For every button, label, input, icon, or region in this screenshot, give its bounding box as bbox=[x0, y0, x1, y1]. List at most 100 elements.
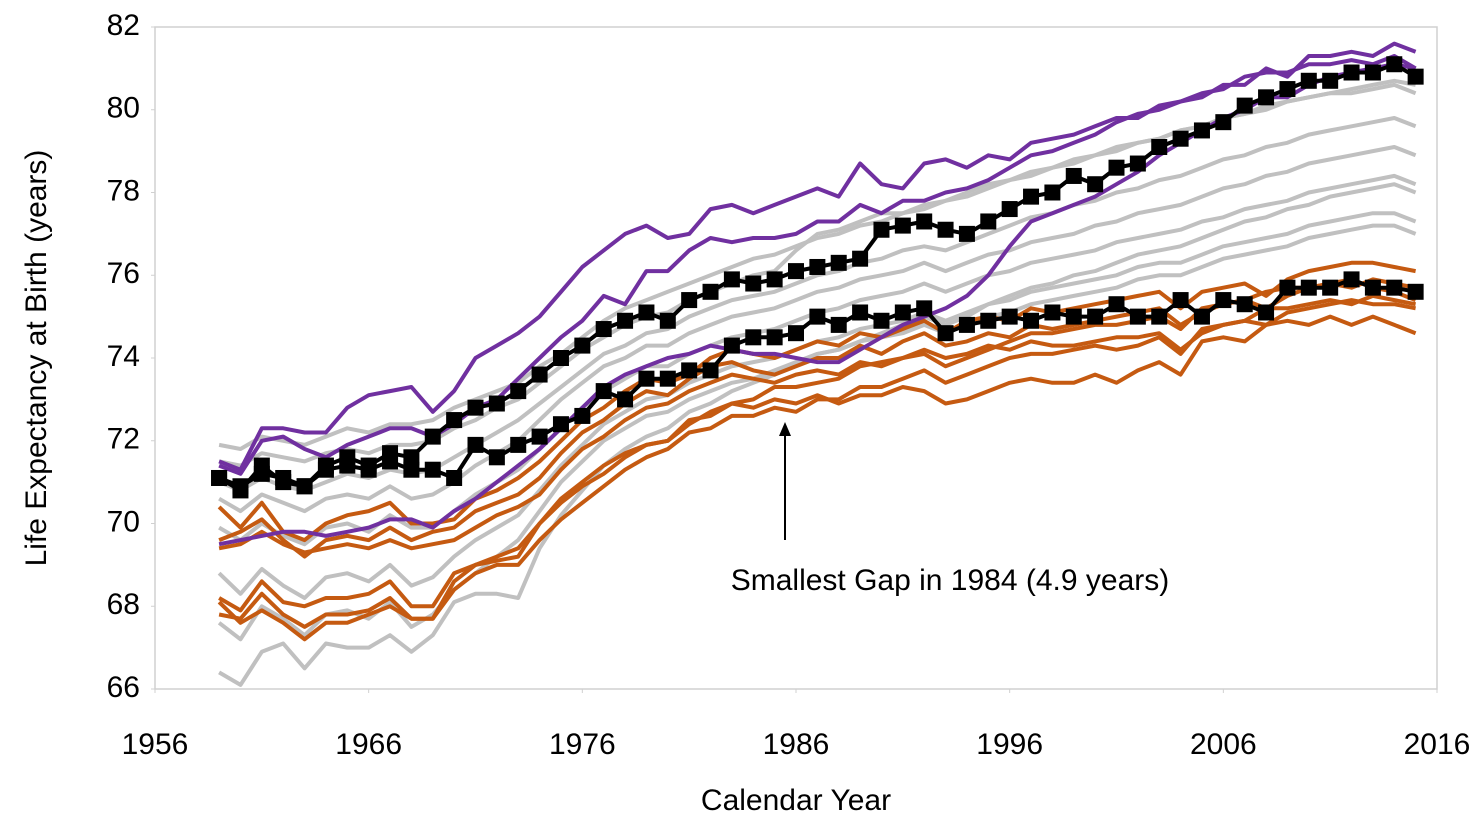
marker bbox=[1129, 308, 1146, 325]
y-tick-label: 68 bbox=[107, 588, 140, 621]
series-group bbox=[211, 41, 1424, 687]
series-line bbox=[218, 54, 1417, 476]
marker bbox=[1193, 308, 1210, 325]
marker bbox=[1386, 279, 1403, 296]
marker bbox=[937, 325, 954, 342]
y-tick-label: 80 bbox=[107, 92, 140, 125]
marker bbox=[1236, 296, 1253, 313]
marker bbox=[1215, 292, 1232, 309]
marker bbox=[1322, 279, 1339, 296]
marker bbox=[638, 370, 655, 387]
marker bbox=[317, 461, 334, 478]
y-tick-label: 66 bbox=[107, 671, 140, 704]
marker bbox=[1172, 292, 1189, 309]
marker bbox=[659, 370, 676, 387]
marker bbox=[446, 412, 463, 429]
x-tick-label: 2016 bbox=[1404, 728, 1471, 761]
marker bbox=[1044, 304, 1061, 321]
marker bbox=[830, 316, 847, 333]
marker bbox=[1001, 201, 1018, 218]
marker bbox=[1065, 167, 1082, 184]
marker bbox=[1151, 308, 1168, 325]
series-line bbox=[218, 145, 1417, 514]
x-tick-label: 1966 bbox=[335, 728, 402, 761]
marker bbox=[275, 469, 292, 486]
marker bbox=[873, 312, 890, 329]
marker bbox=[745, 329, 762, 346]
marker bbox=[1087, 308, 1104, 325]
marker bbox=[467, 436, 484, 453]
marker bbox=[809, 258, 826, 275]
marker bbox=[253, 465, 270, 482]
marker bbox=[617, 391, 634, 408]
x-tick-label: 1996 bbox=[976, 728, 1043, 761]
marker bbox=[659, 312, 676, 329]
marker bbox=[873, 221, 890, 238]
marker bbox=[232, 478, 249, 495]
marker bbox=[1023, 312, 1040, 329]
marker bbox=[552, 350, 569, 366]
marker bbox=[467, 399, 484, 416]
y-tick-label: 72 bbox=[107, 423, 140, 456]
marker bbox=[574, 407, 591, 424]
marker bbox=[809, 308, 826, 325]
x-axis-title: Calendar Year bbox=[701, 784, 891, 817]
marker bbox=[1065, 308, 1082, 325]
marker bbox=[958, 316, 975, 333]
marker bbox=[1343, 271, 1360, 288]
x-tick-label: 2006 bbox=[1190, 728, 1257, 761]
y-tick-label: 78 bbox=[107, 174, 140, 207]
marker bbox=[488, 449, 505, 466]
marker bbox=[1108, 159, 1125, 176]
marker bbox=[1258, 304, 1275, 321]
marker bbox=[638, 304, 655, 321]
marker bbox=[1236, 97, 1253, 114]
marker bbox=[552, 416, 569, 433]
marker bbox=[1172, 130, 1189, 147]
marker bbox=[1279, 81, 1296, 98]
marker bbox=[531, 428, 548, 445]
marker bbox=[766, 329, 783, 346]
marker bbox=[1300, 279, 1317, 296]
marker bbox=[446, 469, 463, 486]
marker bbox=[510, 383, 527, 400]
marker bbox=[574, 337, 591, 354]
marker bbox=[980, 312, 997, 329]
marker bbox=[339, 457, 356, 474]
marker bbox=[1300, 72, 1317, 89]
marker bbox=[894, 217, 911, 234]
marker bbox=[1023, 188, 1040, 205]
marker bbox=[916, 300, 933, 317]
marker bbox=[1364, 64, 1381, 81]
series-line bbox=[218, 182, 1417, 687]
marker bbox=[1343, 64, 1360, 81]
marker bbox=[1129, 155, 1146, 172]
marker bbox=[1386, 56, 1403, 73]
marker bbox=[723, 271, 740, 288]
marker bbox=[1193, 122, 1210, 139]
marker bbox=[745, 275, 762, 292]
marker bbox=[488, 395, 505, 412]
marker bbox=[1279, 279, 1296, 296]
marker bbox=[980, 213, 997, 230]
marker bbox=[788, 263, 804, 280]
series-line bbox=[218, 314, 1417, 613]
marker bbox=[211, 469, 228, 486]
marker bbox=[382, 453, 399, 470]
marker bbox=[1044, 184, 1061, 201]
y-tick-label: 82 bbox=[107, 9, 140, 42]
marker bbox=[958, 225, 975, 242]
marker bbox=[424, 461, 441, 478]
annotation: Smallest Gap in 1984 (4.9 years) bbox=[731, 564, 1170, 597]
marker bbox=[296, 478, 313, 495]
marker bbox=[852, 304, 869, 321]
annotation-arrowhead bbox=[779, 422, 791, 436]
marker bbox=[403, 461, 420, 478]
x-tick-label: 1986 bbox=[763, 728, 830, 761]
y-tick-label: 74 bbox=[107, 340, 140, 373]
marker bbox=[1108, 296, 1125, 313]
marker bbox=[1364, 279, 1381, 296]
marker bbox=[1322, 72, 1339, 89]
x-tick-label: 1956 bbox=[122, 728, 189, 761]
marker bbox=[894, 304, 911, 321]
